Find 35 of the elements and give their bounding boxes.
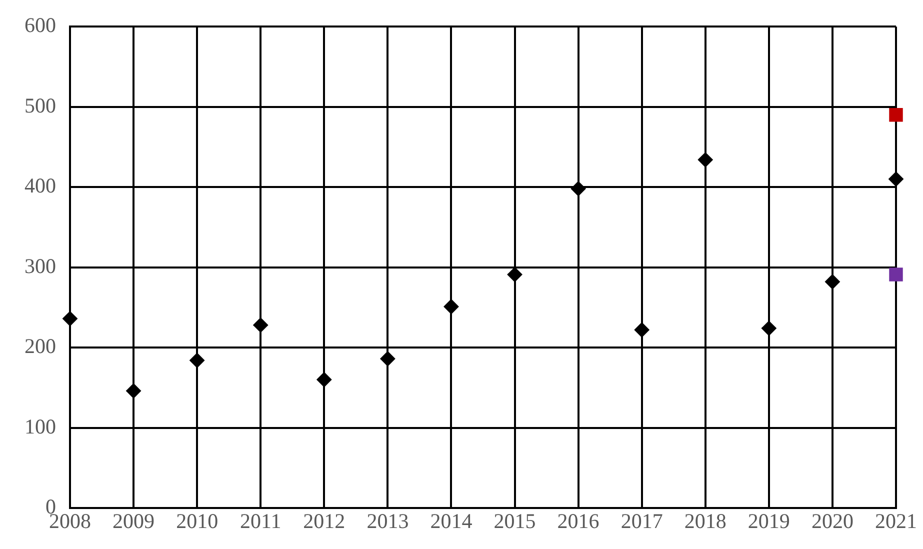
point bbox=[444, 299, 459, 314]
point bbox=[889, 268, 903, 282]
point bbox=[889, 108, 903, 122]
point bbox=[824, 274, 840, 290]
point bbox=[190, 352, 205, 368]
x-tick-label: 2019 bbox=[748, 509, 790, 534]
y-tick-label: 300 bbox=[24, 254, 56, 278]
point bbox=[698, 152, 713, 168]
x-tick-label: 2013 bbox=[366, 509, 409, 534]
y-tick-label: 500 bbox=[24, 93, 56, 118]
x-tick-label: 2010 bbox=[176, 509, 218, 534]
x-tick-label: 2012 bbox=[303, 509, 346, 534]
point bbox=[888, 172, 904, 187]
point bbox=[507, 267, 522, 282]
point bbox=[570, 181, 586, 196]
point bbox=[253, 318, 268, 333]
x-tick-label: 2016 bbox=[557, 509, 600, 534]
point bbox=[126, 383, 142, 398]
x-tick-label: 2021 bbox=[875, 509, 917, 534]
point bbox=[316, 372, 332, 388]
x-tick-label: 2014 bbox=[430, 509, 473, 534]
y-tick-label: 200 bbox=[24, 334, 56, 358]
x-tick-label: 2017 bbox=[620, 509, 663, 534]
x-tick-label: 2018 bbox=[684, 509, 726, 534]
x-tick-label: 2011 bbox=[240, 509, 282, 534]
x-tick-label: 2015 bbox=[494, 509, 536, 534]
x-tick-label: 2009 bbox=[112, 509, 155, 534]
y-tick-label: 600 bbox=[24, 13, 56, 38]
point bbox=[62, 311, 78, 326]
point bbox=[761, 320, 776, 336]
y-tick-label: 400 bbox=[24, 174, 56, 198]
y-tick-label: 100 bbox=[24, 414, 56, 438]
point bbox=[634, 322, 650, 338]
point bbox=[380, 351, 396, 366]
x-tick-label: 2020 bbox=[811, 509, 854, 534]
